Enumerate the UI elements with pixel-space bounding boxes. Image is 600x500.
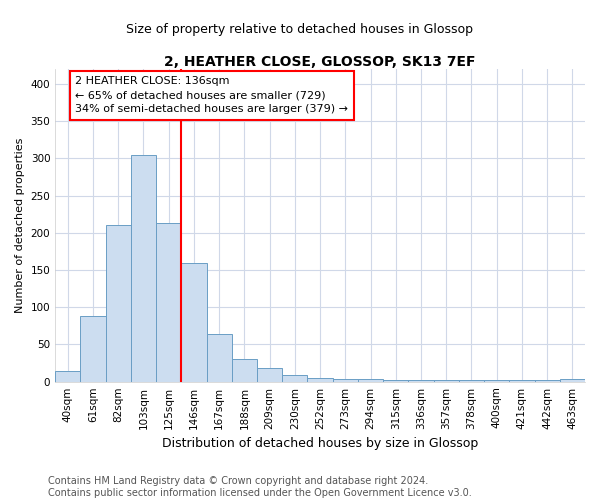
Bar	[55, 370, 80, 382]
Text: Size of property relative to detached houses in Glossop: Size of property relative to detached ho…	[127, 22, 473, 36]
Bar	[106, 226, 131, 382]
Bar	[131, 154, 156, 382]
X-axis label: Distribution of detached houses by size in Glossop: Distribution of detached houses by size …	[162, 437, 478, 450]
Y-axis label: Number of detached properties: Number of detached properties	[15, 138, 25, 313]
Bar	[332, 378, 358, 382]
Bar	[535, 380, 560, 382]
Bar	[307, 378, 332, 382]
Bar	[509, 380, 535, 382]
Title: 2, HEATHER CLOSE, GLOSSOP, SK13 7EF: 2, HEATHER CLOSE, GLOSSOP, SK13 7EF	[164, 55, 476, 69]
Bar	[80, 316, 106, 382]
Text: Contains HM Land Registry data © Crown copyright and database right 2024.
Contai: Contains HM Land Registry data © Crown c…	[48, 476, 472, 498]
Bar	[282, 375, 307, 382]
Bar	[232, 360, 257, 382]
Bar	[409, 380, 434, 382]
Bar	[434, 380, 459, 382]
Bar	[560, 380, 585, 382]
Text: 2 HEATHER CLOSE: 136sqm
← 65% of detached houses are smaller (729)
34% of semi-d: 2 HEATHER CLOSE: 136sqm ← 65% of detache…	[76, 76, 349, 114]
Bar	[358, 380, 383, 382]
Bar	[383, 380, 409, 382]
Bar	[181, 262, 206, 382]
Bar	[484, 380, 509, 382]
Bar	[206, 334, 232, 382]
Bar	[156, 223, 181, 382]
Bar	[257, 368, 282, 382]
Bar	[459, 380, 484, 382]
